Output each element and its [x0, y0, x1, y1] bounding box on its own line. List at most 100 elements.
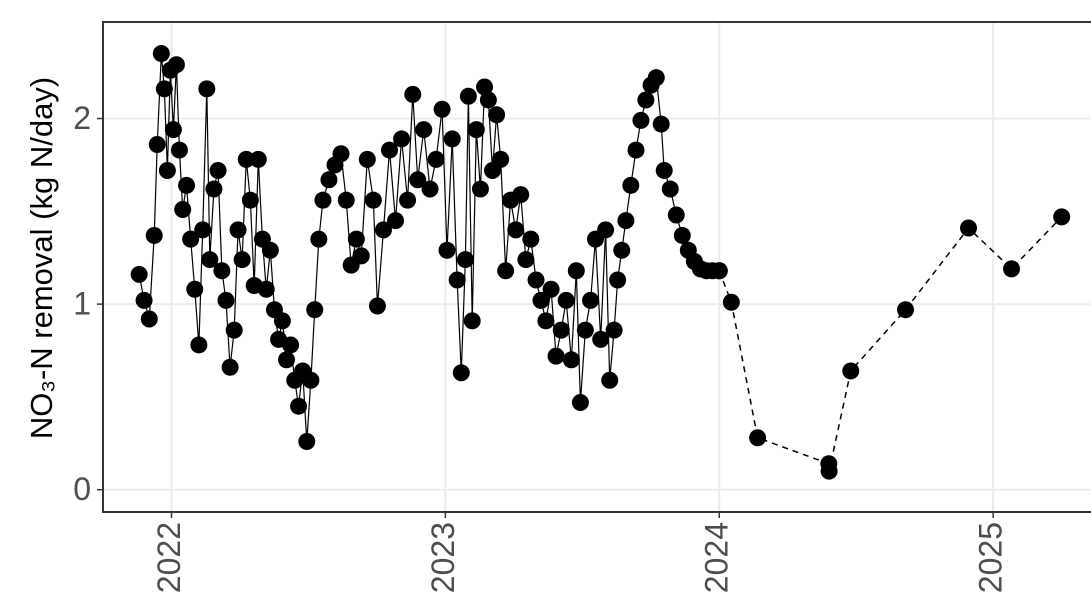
data-point: [661, 180, 679, 198]
data-point: [167, 56, 185, 74]
data-point: [522, 230, 540, 248]
data-point: [225, 321, 243, 339]
data-point: [241, 191, 259, 209]
data-point: [130, 265, 148, 283]
data-point: [415, 121, 433, 139]
data-point: [409, 171, 427, 189]
data-point: [278, 351, 296, 369]
data-point: [135, 291, 153, 309]
data-point: [567, 262, 585, 280]
data-point: [190, 336, 208, 354]
data-point: [257, 280, 275, 298]
data-point: [622, 176, 640, 194]
data-point: [532, 291, 550, 309]
data-point: [320, 171, 338, 189]
data-point: [820, 462, 838, 480]
series: [710, 208, 1071, 480]
data-point: [667, 206, 685, 224]
data-point: [960, 219, 978, 237]
data-point: [749, 429, 767, 447]
data-point: [627, 141, 645, 159]
plot-border: [102, 21, 1091, 513]
data-point: [404, 85, 422, 103]
data-point: [427, 150, 445, 168]
data-point: [467, 121, 485, 139]
data-point: [613, 241, 631, 259]
data-point: [332, 145, 350, 163]
data-point: [201, 251, 219, 269]
data-point: [213, 262, 231, 280]
data-point: [456, 251, 474, 269]
data-point: [452, 364, 470, 382]
data-point: [463, 312, 481, 330]
data-point: [617, 212, 635, 230]
x-tick-label: 2025: [973, 522, 1009, 593]
data-point: [347, 230, 365, 248]
data-point: [438, 241, 456, 259]
data-point: [229, 221, 247, 239]
data-point: [507, 221, 525, 239]
data-point: [601, 371, 619, 389]
data-point: [282, 336, 300, 354]
data-point: [364, 191, 382, 209]
series-line: [718, 216, 1063, 472]
y-tick-label: 0: [73, 471, 91, 507]
data-point: [178, 176, 196, 194]
data-point: [237, 150, 255, 168]
data-point: [145, 226, 163, 244]
data-point: [637, 91, 655, 109]
data-point: [314, 191, 332, 209]
data-point: [358, 150, 376, 168]
data-point: [194, 221, 212, 239]
data-point: [722, 293, 740, 311]
data-point: [443, 130, 461, 148]
y-tick-label: 2: [73, 100, 91, 136]
data-point: [517, 251, 535, 269]
data-point: [448, 271, 466, 289]
data-point: [155, 80, 173, 98]
data-point: [221, 358, 239, 376]
data-point: [605, 321, 623, 339]
data-point: [182, 230, 200, 248]
data-point: [710, 262, 728, 280]
data-point: [374, 221, 392, 239]
data-point: [488, 106, 506, 124]
data-point: [547, 347, 565, 365]
data-point: [198, 80, 216, 98]
series: [130, 45, 728, 450]
data-point: [562, 351, 580, 369]
data-point: [290, 397, 308, 415]
data-point: [387, 212, 405, 230]
data-point: [592, 330, 610, 348]
data-point: [842, 362, 860, 380]
data-point: [140, 310, 158, 328]
data-point: [655, 161, 673, 179]
data-point: [433, 100, 451, 118]
data-point: [897, 301, 915, 319]
x-tick-label: 2024: [699, 522, 735, 593]
data-point: [552, 321, 570, 339]
x-tick-label: 2023: [425, 522, 461, 593]
data-point: [186, 280, 204, 298]
data-point: [368, 297, 386, 315]
data-point: [306, 301, 324, 319]
data-point: [542, 280, 560, 298]
data-point: [537, 312, 555, 330]
data-point: [249, 150, 267, 168]
data-point: [632, 111, 650, 129]
data-point: [399, 191, 417, 209]
data-point: [217, 291, 235, 309]
data-point: [479, 91, 497, 109]
y-tick-label: 1: [73, 286, 91, 322]
data-point: [337, 191, 355, 209]
y-axis-label: NO₃-N removal (kg N/day): [24, 77, 59, 439]
data-point: [476, 78, 494, 96]
data-point: [302, 371, 320, 389]
data-point: [310, 230, 328, 248]
data-point: [381, 141, 399, 159]
data-point: [652, 115, 670, 133]
data-point: [459, 87, 477, 105]
data-point: [647, 69, 665, 87]
